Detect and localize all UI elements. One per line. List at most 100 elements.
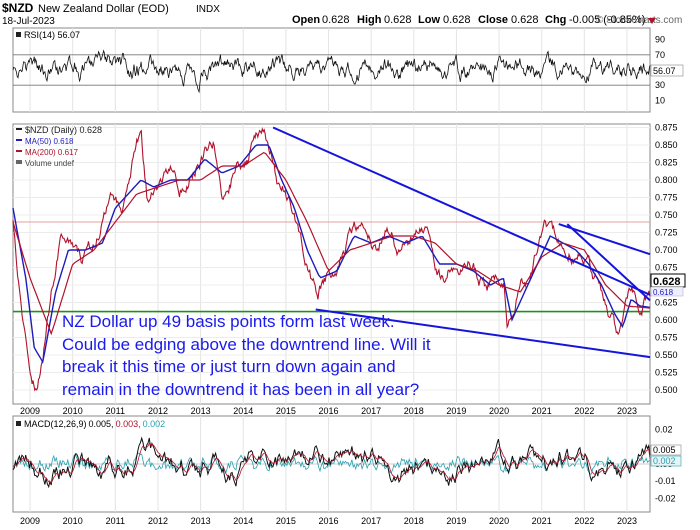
instrument-name: New Zealand Dollar (EOD)	[38, 3, 169, 15]
legend-volume: Volume undef	[25, 159, 75, 168]
rsi-panel	[12, 27, 651, 113]
macd-x-tick-label: 2011	[106, 516, 125, 526]
price-y-tick-label: 0.825	[655, 158, 678, 168]
price-y-tick-label: 0.775	[655, 193, 678, 203]
annotation-line-3: break it this time or just turn down aga…	[62, 357, 396, 376]
macd-marker-icon	[16, 421, 21, 426]
price-x-tick-label: 2012	[148, 406, 168, 416]
price-x-tick-label: 2023	[617, 406, 637, 416]
macd-x-tick-label: 2017	[361, 516, 381, 526]
ma-price-tag	[650, 286, 684, 297]
annotation-line-2: Could be edging above the downtrend line…	[62, 334, 431, 354]
rsi-plot	[12, 49, 651, 94]
macd-x-tick-label: 2020	[489, 516, 509, 526]
macd-tag-2-text: 0.002	[653, 456, 676, 466]
macd-x-tick-label: 2014	[233, 516, 253, 526]
legend-ma50: MA(50) 0.618	[25, 137, 74, 146]
rsi-y-tick-label: 90	[655, 35, 665, 45]
macd-tag-1-text: 0.005	[653, 445, 676, 455]
downtrend-line	[315, 308, 651, 359]
low-value: 0.628	[443, 14, 471, 26]
price-series-line	[12, 127, 651, 392]
legend-price: $NZD (Daily) 0.628	[25, 125, 102, 135]
rsi-label: RSI(14) 56.07	[24, 30, 80, 40]
macd-y-tick-label: -0.02	[655, 493, 676, 503]
price-y-tick-label: 0.575	[655, 333, 678, 343]
macd-signal-line	[12, 442, 651, 484]
macd-x-tick-label: 2009	[20, 516, 40, 526]
macd-histogram-line	[12, 452, 651, 475]
macd-x-tick-label: 2018	[404, 516, 424, 526]
open-label: Open	[292, 14, 320, 26]
ma50-line	[12, 144, 651, 364]
rsi-y-tick-label: 70	[655, 50, 665, 60]
price-x-tick-label: 2017	[361, 406, 381, 416]
price-x-tick-label: 2018	[404, 406, 424, 416]
price-panel	[12, 123, 651, 405]
price-plot	[12, 126, 651, 392]
price-x-tick-label: 2009	[20, 406, 40, 416]
exchange-label: INDX	[196, 4, 220, 15]
macd-x-tick-label: 2016	[318, 516, 338, 526]
price-y-tick-label: 0.725	[655, 228, 678, 238]
macd-x-tick-label: 2021	[532, 516, 552, 526]
rsi-current-tag-text: 56.07	[653, 66, 676, 76]
macd-hist-value: 0.002	[143, 419, 166, 429]
macd-x-tick-label: 2015	[276, 516, 296, 526]
macd-value: 0.005,	[89, 419, 114, 429]
annotation-text: NZ Dollar up 49 basis points form last w…	[62, 311, 462, 401]
price-x-tick-label: 2022	[574, 406, 594, 416]
price-x-tick-label: 2013	[191, 406, 211, 416]
open-value: 0.628	[322, 14, 350, 26]
macd-label: MACD(12,26,9) 0.005, 0.003, 0.002	[24, 419, 165, 429]
chg-value: -0.005 (-0.85%)	[569, 14, 645, 26]
down-arrow-icon	[648, 18, 656, 24]
macd-tag-2	[650, 455, 682, 467]
rsi-line	[12, 49, 651, 94]
macd-line	[12, 436, 651, 489]
macd-signal-value: 0.003,	[116, 419, 141, 429]
price-x-tick-label: 2015	[276, 406, 296, 416]
price-y-tick-label: 0.800	[655, 175, 678, 185]
watermark: © StockCharts.com	[596, 15, 682, 26]
low-label: Low	[418, 14, 440, 26]
price-y-tick-label: 0.550	[655, 350, 678, 360]
macd-y-tick-label: -0.01	[655, 476, 676, 486]
downtrend-line	[566, 223, 651, 302]
price-legend: $NZD (Daily) 0.628 MA(50) 0.618 MA(200) …	[16, 125, 102, 168]
annotation-line-1: NZ Dollar up 49 basis points form last w…	[62, 312, 395, 331]
macd-tag-1	[650, 444, 682, 456]
close-label: Close	[478, 14, 508, 26]
date-label: 18-Jul-2023	[2, 16, 55, 27]
ma200-line	[12, 152, 651, 336]
price-x-tick-label: 2010	[63, 406, 83, 416]
rsi-current-tag	[650, 64, 684, 77]
price-y-tick-label: 0.625	[655, 298, 678, 308]
high-value: 0.628	[384, 14, 412, 26]
close-value: 0.628	[511, 14, 539, 26]
macd-label-text: MACD(12,26,9)	[24, 419, 87, 429]
price-y-tick-label: 0.525	[655, 368, 678, 378]
price-y-tick-label: 0.600	[655, 315, 678, 325]
price-x-tick-label: 2011	[106, 406, 125, 416]
price-x-tick-label: 2019	[446, 406, 466, 416]
ma-price-tag-text: 0.618	[653, 288, 674, 297]
symbol-label: $NZD	[2, 1, 34, 15]
price-x-tick-label: 2021	[532, 406, 552, 416]
macd-x-tick-label: 2010	[63, 516, 83, 526]
price-y-tick-label: 0.850	[655, 140, 678, 150]
price-x-tick-label: 2020	[489, 406, 509, 416]
price-y-tick-label: 0.700	[655, 245, 678, 255]
macd-y-tick-label: 0.02	[655, 425, 673, 435]
macd-x-tick-label: 2022	[574, 516, 594, 526]
macd-x-tick-label: 2013	[191, 516, 211, 526]
price-y-tick-label: 0.500	[655, 385, 678, 395]
price-x-tick-label: 2014	[233, 406, 253, 416]
high-label: High	[357, 14, 382, 26]
downtrend-line	[272, 126, 651, 296]
rsi-y-tick-label: 10	[655, 95, 665, 105]
price-y-tick-label: 0.875	[655, 123, 678, 133]
last-price-tag-text: 0.628	[653, 276, 681, 288]
annotation-line-4: remain in the downtrend it has been in a…	[62, 379, 420, 399]
macd-x-tick-label: 2012	[148, 516, 168, 526]
